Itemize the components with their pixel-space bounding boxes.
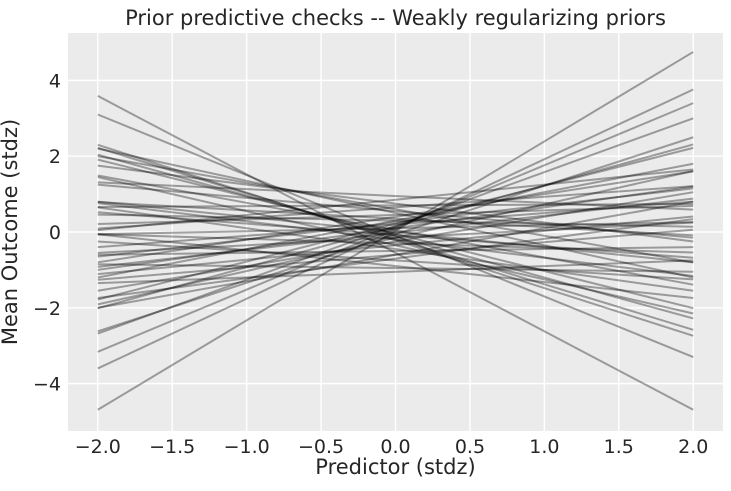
chart-title: Prior predictive checks -- Weakly regula… — [125, 6, 666, 30]
prior-draw-line — [97, 215, 694, 276]
y-tick-label: 2 — [49, 146, 61, 168]
y-tick-label: 4 — [49, 70, 61, 92]
prior-draw-line — [97, 211, 694, 259]
x-tick-label: −1.0 — [224, 436, 270, 458]
x-tick-label: −0.5 — [298, 436, 344, 458]
prior-draw-line — [97, 143, 694, 337]
prior-draw-line — [97, 246, 694, 256]
y-tick-label: 0 — [49, 222, 61, 244]
prior-draw-line — [97, 202, 694, 277]
prior-draw-line — [97, 153, 694, 320]
prior-draw-line — [97, 200, 694, 249]
prior-draw-line — [97, 240, 694, 281]
prior-draw-line — [97, 162, 694, 279]
prior-draw-line — [97, 168, 694, 232]
prior-draw-line — [97, 164, 694, 243]
prior-draw-line — [97, 202, 694, 208]
prior-draw-line — [97, 263, 694, 273]
x-tick-label: 1.0 — [529, 436, 559, 458]
prior-draw-line — [97, 51, 694, 411]
prior-draw-line — [97, 176, 694, 315]
prior-draw-line — [97, 200, 694, 264]
prior-draw-line — [97, 95, 694, 411]
y-tick-label: −2 — [33, 298, 61, 320]
x-tick-label: −2.0 — [75, 436, 121, 458]
prior-draw-line — [97, 233, 694, 299]
prior-draw-line — [97, 146, 694, 301]
x-tick-labels: −2.0 −1.5 −1.0 −0.5 0.0 0.5 1.0 1.5 2.0 — [75, 436, 709, 458]
gridlines — [68, 33, 723, 431]
y-tick-labels: −4 −2 0 2 4 — [33, 70, 61, 395]
prior-draw-line — [97, 158, 694, 310]
prior-draw-line — [97, 183, 694, 239]
prior-draw-lines — [97, 51, 694, 411]
prior-draw-line — [97, 185, 694, 230]
prior-draw-line — [97, 233, 694, 254]
x-tick-label: 2.0 — [678, 436, 708, 458]
prior-draw-line — [97, 146, 694, 331]
prior-draw-line — [97, 201, 694, 237]
prior-draw-line — [97, 117, 694, 335]
prior-draw-line — [97, 181, 694, 211]
prior-draw-line — [97, 185, 694, 271]
prior-draw-line — [97, 187, 694, 258]
prior-draw-line — [97, 204, 694, 226]
prior-draw-line — [97, 174, 694, 286]
prior-draw-line — [97, 200, 694, 309]
prior-draw-line — [97, 155, 694, 264]
prior-draw-line — [97, 221, 694, 254]
prior-draw-line — [97, 228, 694, 281]
prior-draw-line — [97, 136, 694, 333]
prior-draw-line — [97, 191, 694, 292]
prior-draw-line — [97, 113, 694, 359]
prior-draw-line — [97, 102, 694, 353]
prior-draw-line — [97, 221, 694, 236]
x-tick-label: −1.5 — [149, 436, 195, 458]
x-tick-label: 0.5 — [455, 436, 485, 458]
y-axis-label: Mean Outcome (stdz) — [0, 119, 22, 345]
x-axis-label: Predictor (stdz) — [315, 455, 475, 479]
prior-draw-line — [97, 206, 694, 292]
prior-draw-line — [97, 170, 694, 264]
prior-draw-line — [97, 143, 694, 310]
prior-draw-line — [97, 213, 694, 228]
x-tick-label: 1.5 — [604, 436, 634, 458]
x-tick-label: 0.0 — [380, 436, 410, 458]
y-tick-label: −4 — [33, 374, 61, 396]
prior-draw-line — [97, 259, 694, 285]
prior-draw-line — [97, 88, 694, 370]
prior-draw-line — [97, 218, 694, 299]
prior-draw-line — [97, 169, 694, 306]
prior-draw-line — [97, 147, 694, 279]
prior-draw-line — [97, 197, 694, 268]
